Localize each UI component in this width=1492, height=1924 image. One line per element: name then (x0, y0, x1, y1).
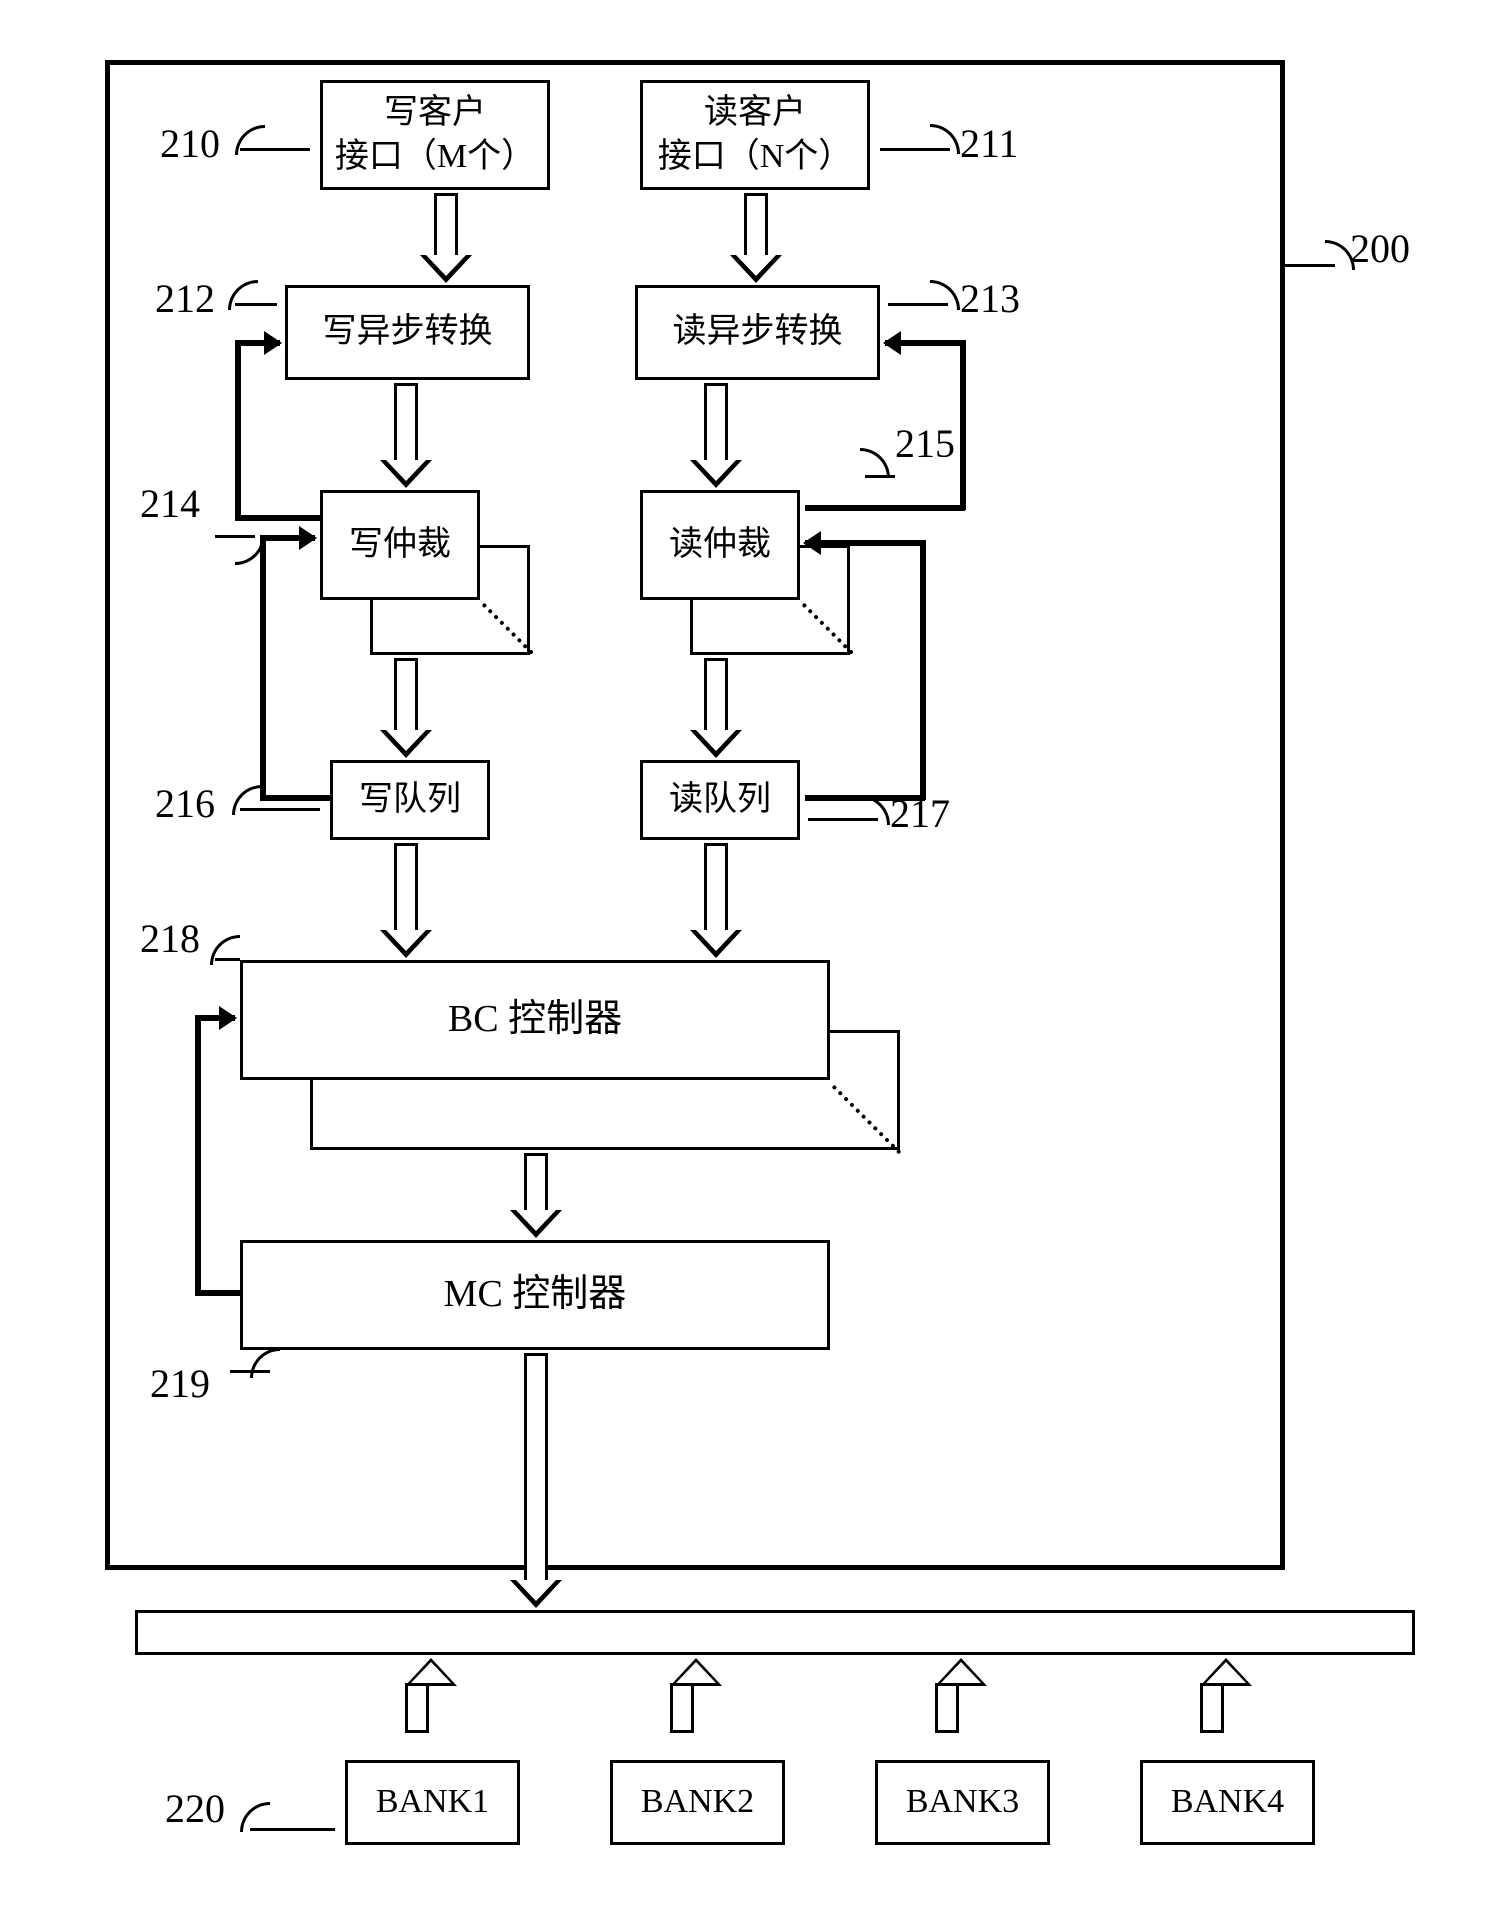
read-arb-label: 读仲裁 (669, 523, 771, 567)
mc-ctrl-label: MC 控制器 (444, 1270, 627, 1319)
bank4: BANK4 (1140, 1760, 1315, 1845)
fb-ra-top (885, 340, 965, 346)
fb-wa-top (235, 340, 280, 346)
diagram-canvas: 200 写客户 接口（M个） 210 读客户 接口（N个） 211 写异步转换 … (40, 40, 1452, 1884)
fb-wq-bot (260, 795, 330, 801)
arrow-ra-rarb (690, 383, 742, 488)
fb-wa-v (235, 340, 241, 520)
fb-rq-bot (805, 795, 925, 801)
fb-ra-bot (805, 505, 965, 511)
fb-mc-top (195, 1015, 235, 1021)
write-client-box: 写客户 接口（M个） (320, 80, 550, 190)
ref-211: 211 (960, 120, 1019, 167)
ref-219: 219 (150, 1360, 210, 1407)
memory-bus (135, 1610, 1415, 1655)
write-client-l2: 接口（M个） (335, 135, 535, 179)
arrow-wc-wa (420, 193, 472, 283)
ref-216: 216 (155, 780, 215, 827)
arrow-rq-bc (690, 843, 742, 958)
fb-wq-v (260, 535, 266, 800)
ref-212: 212 (155, 275, 215, 322)
bank2-label: BANK2 (641, 1780, 754, 1824)
read-queue-box: 读队列 (640, 760, 800, 840)
write-arb-box: 写仲裁 (320, 490, 480, 600)
fb-ra-v (960, 340, 966, 510)
ref-215: 215 (895, 420, 955, 467)
bank1-label: BANK1 (376, 1780, 489, 1824)
ref-200: 200 (1350, 225, 1410, 272)
arrow-bus-bank1 (405, 1658, 457, 1758)
fb-wa-bot (235, 515, 320, 521)
read-client-box: 读客户 接口（N个） (640, 80, 870, 190)
ref-210: 210 (160, 120, 220, 167)
fb-rq-v (920, 540, 926, 800)
bank2: BANK2 (610, 1760, 785, 1845)
mc-ctrl-box: MC 控制器 (240, 1240, 830, 1350)
read-arb-box: 读仲裁 (640, 490, 800, 600)
bank3: BANK3 (875, 1760, 1050, 1845)
arrow-wq-bc (380, 843, 432, 958)
read-queue-label: 读队列 (669, 778, 771, 822)
arrow-wa-warb (380, 383, 432, 488)
read-async-label: 读异步转换 (673, 310, 843, 354)
fb-wq-top (260, 535, 315, 541)
ref-214: 214 (140, 480, 200, 527)
bc-ctrl-box: BC 控制器 (240, 960, 830, 1080)
ref-213: 213 (960, 275, 1020, 322)
ref-218: 218 (140, 915, 200, 962)
write-async-box: 写异步转换 (285, 285, 530, 380)
read-client-l1: 读客户 (658, 91, 853, 135)
read-client-l2: 接口（N个） (658, 135, 853, 179)
bank3-label: BANK3 (906, 1780, 1019, 1824)
arrow-bus-bank2 (670, 1658, 722, 1758)
arrow-mc-bus (510, 1353, 562, 1608)
write-arb-label: 写仲裁 (349, 523, 451, 567)
read-async-box: 读异步转换 (635, 285, 880, 380)
arrow-bus-bank4 (1200, 1658, 1252, 1758)
arrow-bc-mc (510, 1153, 562, 1238)
bank4-label: BANK4 (1171, 1780, 1284, 1824)
write-queue-label: 写队列 (359, 778, 461, 822)
write-async-label: 写异步转换 (323, 310, 493, 354)
write-client-l1: 写客户 (335, 91, 535, 135)
bc-ctrl-label: BC 控制器 (448, 995, 622, 1044)
leader-220-c (240, 1802, 270, 1832)
fb-mc-bot (195, 1290, 240, 1296)
arrow-bus-bank3 (935, 1658, 987, 1758)
write-queue-box: 写队列 (330, 760, 490, 840)
arrow-warb-wq (380, 658, 432, 758)
fb-rq-top (805, 540, 925, 546)
fb-mc-v (195, 1015, 201, 1295)
ref-220: 220 (165, 1785, 225, 1832)
arrow-rarb-rq (690, 658, 742, 758)
arrow-rc-ra (730, 193, 782, 283)
bank1: BANK1 (345, 1760, 520, 1845)
